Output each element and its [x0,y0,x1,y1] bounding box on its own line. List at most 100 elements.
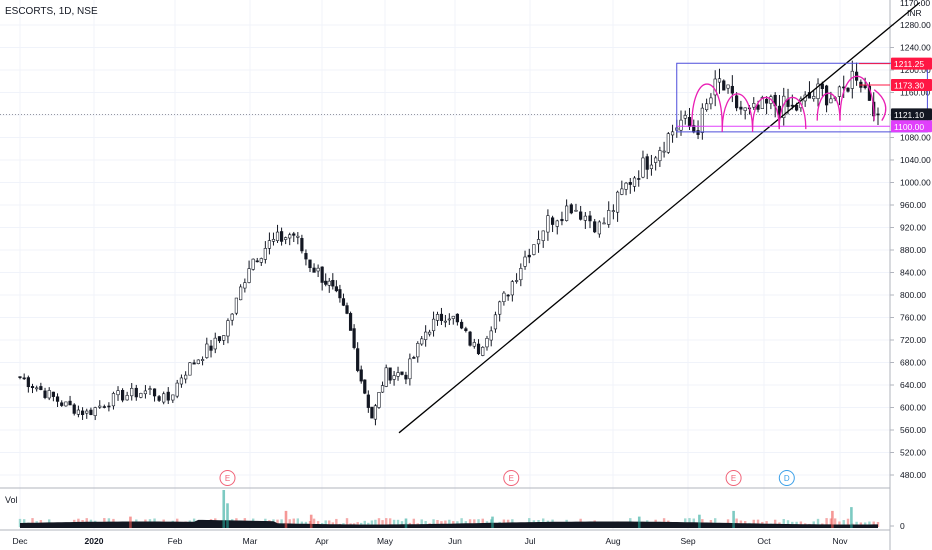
y-tick-label: 520.00 [900,448,926,458]
candle-body [730,85,734,94]
volume-bar [829,518,833,527]
x-tick-label: Feb [168,536,183,546]
candle-body [628,182,632,185]
candle-body [481,346,485,356]
candle-body [98,405,102,408]
candle-body [316,267,320,272]
volume-bar [345,518,349,527]
candle-body [143,390,148,395]
volume-bar [833,518,837,527]
candle-body [579,211,583,220]
candle-body [196,359,200,364]
candle-body [485,338,489,348]
volume-bar [816,518,820,527]
candle-body [148,388,152,390]
candle-body [451,315,455,319]
volume-spike [226,503,229,528]
volume-bar [838,521,841,527]
candle-body [116,390,120,396]
price-level-badge [891,108,932,121]
x-tick-label: Jul [525,536,536,546]
candle-body [60,402,64,406]
volume-spike [831,510,834,528]
candle-body [55,396,60,402]
event-marker-label: D [784,474,790,483]
candle-body [356,348,360,371]
candle-body [812,96,816,100]
candle-body [752,103,756,108]
x-tick-label: Oct [757,536,771,546]
candle-body [234,297,238,314]
volume-bar [735,518,738,527]
candle-body [632,177,637,187]
candle-body [166,391,170,401]
candle-body [794,105,799,111]
candle-body [416,343,420,358]
candle-body [331,279,335,287]
candle-body [735,95,739,109]
candle-body [51,391,55,397]
candle-body [464,328,468,331]
event-marker [503,470,520,486]
candle-body [550,217,555,225]
candle-body [829,98,833,104]
candle-body [243,282,247,289]
volume-bar [855,521,858,527]
volume-bar [374,519,377,527]
candle-body [200,359,205,361]
candle-body [296,235,300,238]
volume-bar [370,520,374,527]
candle-body [251,258,255,270]
candle-body [850,70,854,89]
candle-body [428,331,432,335]
price-level-badge [891,120,932,133]
candle-body [679,119,683,131]
volume-bar [312,518,316,527]
candle-body [824,85,829,106]
candle-body [502,292,506,302]
vol-tick-label: 0 [900,521,905,531]
candle-body [162,393,166,403]
candle-body [284,237,288,240]
candle-body [602,222,606,225]
candle-body [837,86,842,97]
candle-body [641,157,645,178]
volume-bar [448,519,451,527]
candle-body [120,389,125,401]
y-tick-label: 640.00 [900,380,926,390]
candle-body [404,374,408,380]
price-level-badge [891,79,932,92]
candle-body [107,405,111,408]
candle-body [447,318,451,321]
volume-bar [400,521,404,527]
candle-body [271,239,276,242]
event-marker-label: E [731,474,736,483]
volume-bar [473,519,476,527]
candle-body [662,150,666,153]
y-tick-label: 1160.00 [900,88,930,98]
y-tick-label: 760.00 [900,313,926,323]
candle-body [80,410,85,415]
pattern-annotation-arc [778,97,807,130]
candle-body [76,409,81,415]
volume-bar [773,519,777,527]
volume-spike [698,514,701,528]
candle-body [546,215,550,233]
volume-bar [752,519,755,527]
candle-body [171,394,175,401]
candle-body [620,188,624,195]
candle-body [279,231,284,242]
x-tick-label: Dec [12,536,28,546]
candle-body [188,362,192,376]
consolidation-rectangle [676,62,928,133]
candle-body [816,83,820,99]
candle-body [209,345,213,351]
volume-bar [296,518,300,527]
candle-body [846,87,850,92]
candle-body [424,331,428,340]
volume-bar [436,520,439,527]
volume-bar [420,519,423,527]
candle-body [435,314,440,321]
x-tick-label: Mar [243,536,258,546]
